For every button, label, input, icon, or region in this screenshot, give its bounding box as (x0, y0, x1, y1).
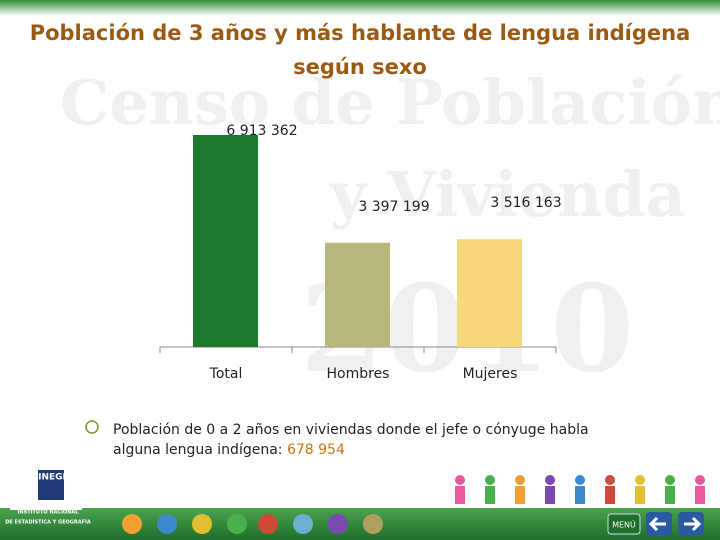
chart-title: Población de 3 años y más hablante de le… (30, 21, 691, 45)
plot: Total 6 913 362 Hombres 3 397 199 Mujeres 3 5… (159, 123, 562, 382)
nav-icon[interactable] (293, 514, 313, 534)
nav-icon[interactable] (328, 514, 348, 534)
bar (457, 239, 522, 347)
nav-icon[interactable] (157, 514, 177, 534)
chart-subtitle: según sexo (293, 55, 427, 79)
menu-label: MENÚ (612, 519, 636, 530)
x-tick-label: Hombres (327, 366, 390, 382)
watermark-text: Censo de Población (60, 66, 720, 139)
value-label: 3 516 163 (490, 195, 561, 211)
watermark-text: y Vivienda (329, 158, 686, 231)
note: Población de 0 a 2 años en viviendas don… (113, 420, 633, 460)
next-arrow (684, 516, 702, 532)
note-value: 678 954 (286, 442, 345, 458)
value-label: 6 913 362 (226, 123, 297, 139)
logo-text: INSTITUTO NACIONAL (18, 510, 80, 516)
people-strip (455, 475, 705, 504)
note-text: Población de 0 a 2 años en viviendas don… (113, 422, 589, 458)
logo-icon (38, 470, 64, 500)
logo-text: DE ESTADÍSTICA Y GEOGRAFÍA (5, 518, 91, 526)
footer-bar (0, 508, 720, 540)
bar (193, 135, 258, 347)
logo-name: INEGI (38, 473, 66, 483)
nav-icon[interactable] (122, 514, 142, 534)
footer-icons (122, 514, 383, 534)
nav-icon[interactable] (258, 514, 278, 534)
top-band (0, 0, 720, 16)
nav-icon[interactable] (192, 514, 212, 534)
bar (325, 242, 390, 347)
x-tick-label: Total (209, 366, 243, 382)
nav-icon[interactable] (227, 514, 247, 534)
x-tick-label: Mujeres (463, 366, 518, 382)
value-label: 3 397 199 (358, 199, 429, 215)
nav-icon[interactable] (363, 514, 383, 534)
menu-button[interactable] (607, 513, 641, 535)
bullet (85, 420, 99, 434)
back-arrow (648, 516, 666, 532)
